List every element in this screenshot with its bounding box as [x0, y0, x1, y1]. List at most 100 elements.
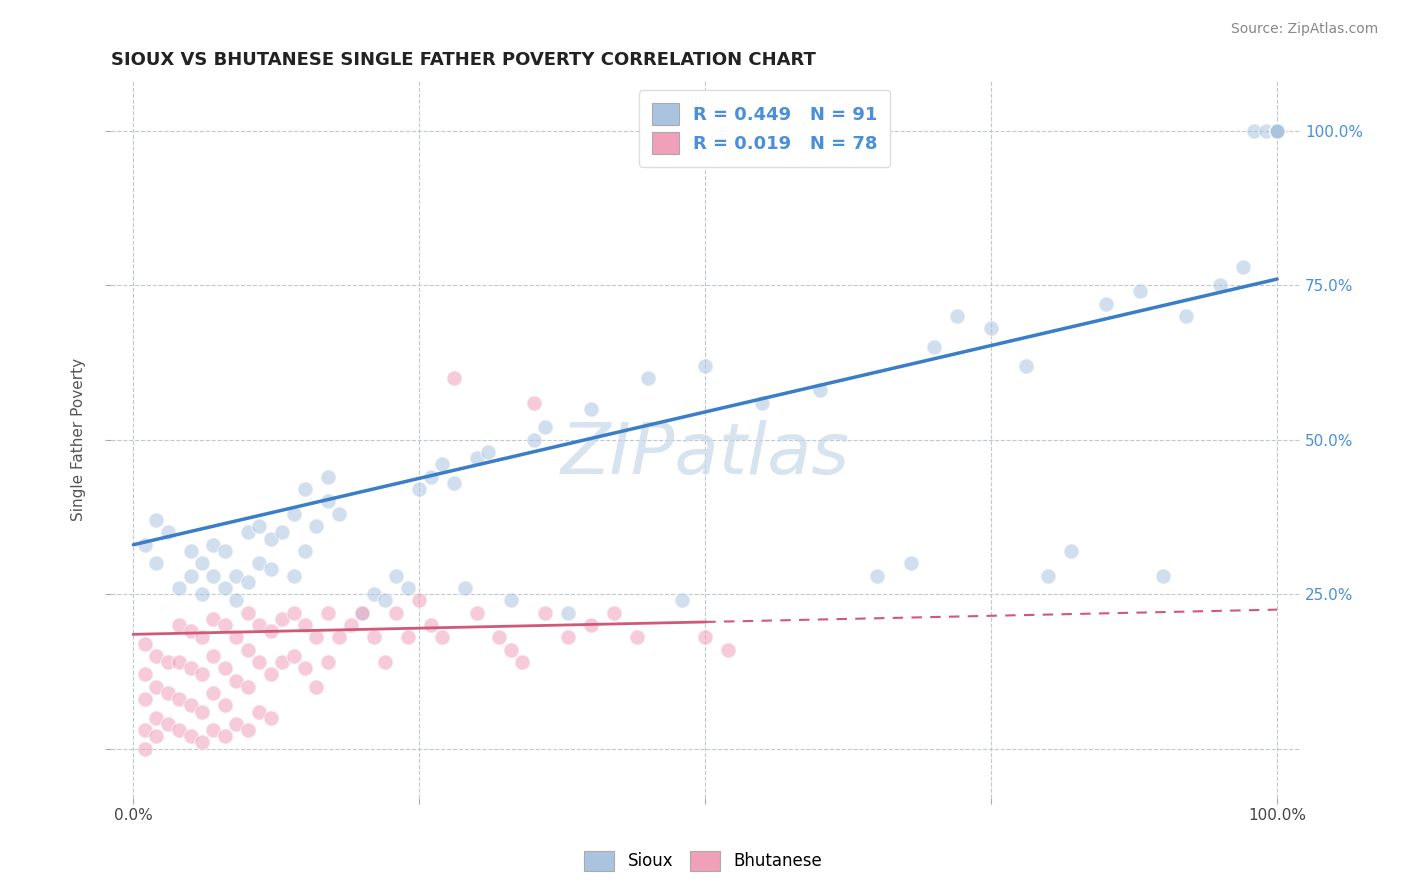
- Point: [134, 538, 156, 552]
- Point: [260, 562, 283, 576]
- Point: [191, 735, 214, 749]
- Point: [294, 618, 316, 632]
- Point: [145, 680, 167, 694]
- Point: [534, 606, 557, 620]
- Point: [225, 673, 247, 688]
- Point: [247, 556, 270, 570]
- Point: [1152, 568, 1174, 582]
- Point: [1265, 124, 1288, 138]
- Point: [294, 661, 316, 675]
- Point: [1265, 124, 1288, 138]
- Point: [202, 568, 225, 582]
- Point: [145, 513, 167, 527]
- Point: [180, 698, 202, 713]
- Point: [488, 631, 510, 645]
- Point: [145, 648, 167, 663]
- Legend: Sioux, Bhutanese: Sioux, Bhutanese: [576, 842, 830, 880]
- Point: [271, 525, 294, 540]
- Point: [202, 723, 225, 737]
- Point: [145, 556, 167, 570]
- Point: [1232, 260, 1254, 274]
- Point: [156, 525, 179, 540]
- Point: [717, 642, 740, 657]
- Point: [236, 574, 259, 589]
- Point: [695, 359, 717, 373]
- Point: [808, 384, 831, 398]
- Y-axis label: Single Father Poverty: Single Father Poverty: [72, 359, 86, 521]
- Point: [328, 507, 350, 521]
- Point: [1265, 124, 1288, 138]
- Point: [225, 631, 247, 645]
- Point: [1265, 124, 1288, 138]
- Text: Source: ZipAtlas.com: Source: ZipAtlas.com: [1230, 22, 1378, 37]
- Point: [305, 631, 328, 645]
- Point: [283, 648, 305, 663]
- Point: [214, 618, 236, 632]
- Point: [1060, 544, 1083, 558]
- Point: [1265, 124, 1288, 138]
- Point: [579, 401, 602, 416]
- Point: [316, 470, 339, 484]
- Point: [236, 525, 259, 540]
- Point: [1265, 124, 1288, 138]
- Point: [180, 544, 202, 558]
- Point: [1014, 359, 1036, 373]
- Point: [167, 581, 190, 595]
- Point: [1038, 568, 1060, 582]
- Point: [260, 532, 283, 546]
- Point: [443, 475, 465, 490]
- Point: [1265, 124, 1288, 138]
- Point: [523, 433, 546, 447]
- Point: [1174, 309, 1197, 323]
- Point: [339, 618, 361, 632]
- Point: [922, 340, 945, 354]
- Point: [260, 624, 283, 639]
- Point: [432, 631, 454, 645]
- Point: [1265, 124, 1288, 138]
- Point: [191, 587, 214, 601]
- Point: [202, 686, 225, 700]
- Point: [225, 593, 247, 607]
- Point: [363, 631, 385, 645]
- Point: [1265, 124, 1288, 138]
- Point: [247, 618, 270, 632]
- Point: [156, 717, 179, 731]
- Point: [1265, 124, 1288, 138]
- Point: [271, 612, 294, 626]
- Text: ZIPatlas: ZIPatlas: [561, 419, 849, 489]
- Point: [465, 606, 488, 620]
- Point: [145, 711, 167, 725]
- Point: [225, 717, 247, 731]
- Point: [191, 667, 214, 681]
- Point: [167, 692, 190, 706]
- Point: [1209, 278, 1232, 293]
- Point: [283, 507, 305, 521]
- Point: [980, 321, 1002, 335]
- Point: [180, 568, 202, 582]
- Point: [191, 705, 214, 719]
- Point: [432, 458, 454, 472]
- Point: [557, 631, 579, 645]
- Point: [1254, 124, 1277, 138]
- Point: [626, 631, 648, 645]
- Point: [191, 631, 214, 645]
- Point: [247, 519, 270, 533]
- Point: [236, 642, 259, 657]
- Point: [557, 606, 579, 620]
- Point: [534, 420, 557, 434]
- Point: [214, 698, 236, 713]
- Point: [316, 494, 339, 508]
- Point: [408, 593, 430, 607]
- Point: [283, 568, 305, 582]
- Point: [145, 729, 167, 743]
- Point: [1094, 297, 1116, 311]
- Point: [305, 519, 328, 533]
- Point: [214, 581, 236, 595]
- Text: SIOUX VS BHUTANESE SINGLE FATHER POVERTY CORRELATION CHART: SIOUX VS BHUTANESE SINGLE FATHER POVERTY…: [111, 51, 815, 69]
- Point: [1265, 124, 1288, 138]
- Point: [751, 395, 773, 409]
- Point: [134, 723, 156, 737]
- Point: [328, 631, 350, 645]
- Point: [167, 618, 190, 632]
- Point: [316, 606, 339, 620]
